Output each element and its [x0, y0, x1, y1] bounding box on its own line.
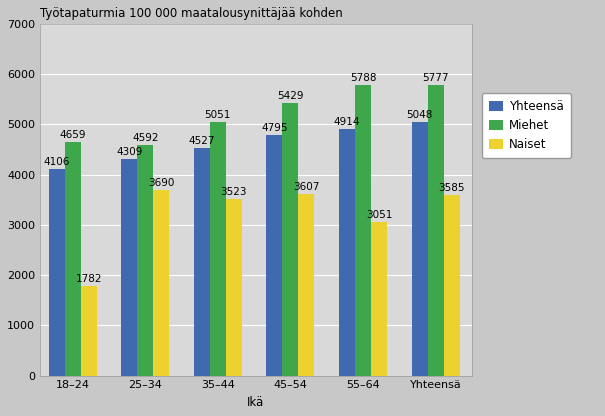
Bar: [298, 194, 315, 376]
Bar: [153, 190, 169, 376]
Text: 5429: 5429: [277, 91, 304, 101]
Text: 4659: 4659: [59, 129, 86, 139]
Bar: [194, 148, 210, 376]
Bar: [443, 196, 460, 376]
Bar: [355, 85, 371, 376]
Bar: [411, 122, 428, 376]
Bar: [121, 159, 137, 376]
Bar: [65, 141, 80, 376]
Bar: [48, 169, 65, 376]
Text: 3585: 3585: [438, 183, 465, 193]
Legend: Yhteensä, Miehet, Naiset: Yhteensä, Miehet, Naiset: [482, 93, 571, 158]
Text: 3523: 3523: [220, 187, 247, 197]
Text: Työtapaturmia 100 000 maatalousynittäjää kohden: Työtapaturmia 100 000 maatalousynittäjää…: [40, 7, 342, 20]
Text: 5048: 5048: [407, 110, 433, 120]
Text: 5788: 5788: [350, 73, 376, 83]
Bar: [339, 129, 355, 376]
X-axis label: Ikä: Ikä: [247, 396, 264, 409]
Text: 4795: 4795: [261, 123, 288, 133]
Text: 3051: 3051: [366, 210, 392, 220]
Bar: [80, 286, 97, 376]
Text: 4914: 4914: [334, 117, 361, 127]
Text: 4106: 4106: [44, 157, 70, 167]
Text: 4592: 4592: [132, 133, 159, 143]
Bar: [371, 222, 387, 376]
Bar: [266, 135, 283, 376]
Bar: [283, 103, 298, 376]
Text: 1782: 1782: [75, 274, 102, 284]
Text: 5777: 5777: [422, 73, 449, 83]
Text: 3607: 3607: [293, 182, 319, 192]
Bar: [210, 122, 226, 376]
Bar: [428, 85, 443, 376]
Bar: [226, 198, 242, 376]
Text: 5051: 5051: [204, 110, 231, 120]
Text: 3690: 3690: [148, 178, 174, 188]
Bar: [137, 145, 153, 376]
Text: 4309: 4309: [116, 147, 142, 157]
Text: 4527: 4527: [189, 136, 215, 146]
